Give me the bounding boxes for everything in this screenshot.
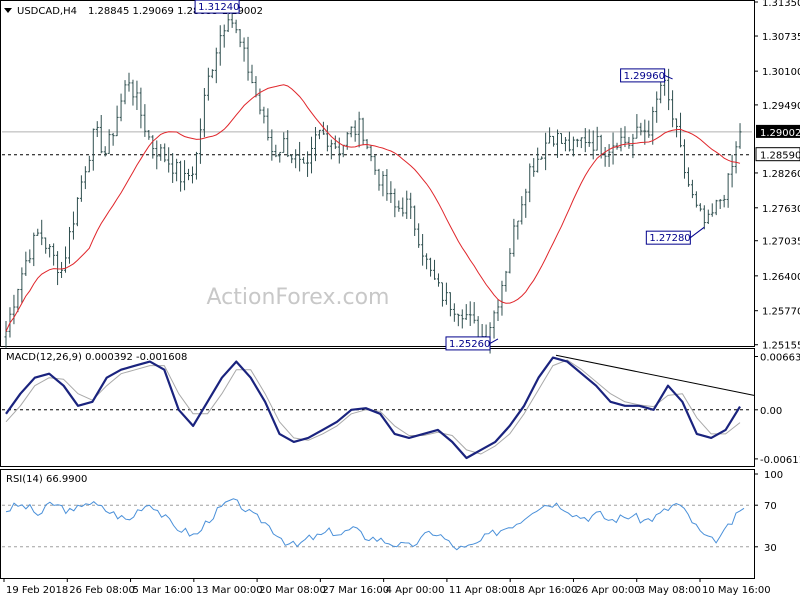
time-tick-label: 20 Mar 08:00	[259, 585, 326, 596]
time-tick-label: 4 Apr 00:00	[386, 585, 445, 596]
current-price-label: 1.29002	[760, 128, 800, 139]
time-tick-label: 26 Feb 08:00	[69, 585, 135, 596]
price-annotation-leader	[664, 74, 673, 80]
price-annotations: 1.31240 1.25260 1.29960 1.27280	[194, 0, 705, 351]
price-candles	[4, 7, 742, 354]
macd-signal-line	[5, 359, 741, 455]
price-annotation-leader	[690, 226, 705, 239]
macd-tick-label: 0.006639	[760, 353, 800, 364]
rsi-indicator: 100 70 30	[2, 470, 783, 554]
price-panel-frame	[0, 0, 755, 347]
ohlc-label: 1.28845 1.29069 1.28835 1.29002	[88, 6, 263, 17]
price-y-axis: 1.31350 1.30735 1.30100 1.29490 1.28260 1.276…	[754, 0, 800, 352]
time-tick-label: 18 Apr 16:00	[512, 585, 577, 596]
time-tick-label: 19 Feb 2018	[6, 585, 68, 596]
macd-panel-frame	[0, 348, 755, 467]
price-annotation-label: 1.31240	[198, 2, 239, 13]
time-tick-label: 11 Apr 08:00	[449, 585, 514, 596]
time-tick-label: 13 Mar 00:00	[196, 585, 263, 596]
macd-tick-label: 0.00	[760, 406, 782, 417]
price-tick-label: 1.29490	[762, 101, 800, 112]
time-axis: 19 Feb 2018 26 Feb 08:005 Mar 16:00 13 Mar…	[3, 578, 771, 596]
price-tick-label: 1.30100	[762, 67, 800, 78]
macd-label: MACD(12,26,9) 0.000392 -0.001608	[6, 352, 187, 363]
price-annotation-label: 1.27280	[649, 233, 690, 244]
macd-main-line	[5, 356, 741, 460]
price-annotation-label: 1.29960	[624, 71, 665, 82]
price-tick-label: 1.26400	[762, 272, 800, 283]
price-annotation-leader	[489, 338, 499, 344]
watermark: ActionForex.com	[207, 285, 390, 310]
rsi-panel-frame	[0, 469, 755, 579]
time-tick-label: 26 Apr 00:00	[575, 585, 640, 596]
macd-tick-label: -0.006114	[760, 455, 800, 466]
current-price-box	[756, 124, 800, 138]
price-tick-label: 1.25770	[762, 307, 800, 318]
price-tick-label: 1.31350	[762, 0, 800, 9]
reference-level-label: 1.28590	[760, 151, 800, 162]
price-annotation-leader	[238, 6, 241, 9]
time-tick-label: 27 Mar 16:00	[322, 585, 389, 596]
sma-line	[5, 84, 741, 332]
symbol-label: USDCAD,H4	[17, 6, 77, 17]
rsi-tick-label: 30	[764, 543, 777, 554]
price-annotation-label: 1.25260	[449, 339, 490, 350]
price-tick-label: 1.27035	[762, 237, 800, 248]
price-tick-label: 1.25155	[762, 341, 800, 352]
time-tick-label: 5 Mar 16:00	[133, 585, 193, 596]
price-tick-label: 1.27630	[762, 204, 800, 215]
triangle-down-icon[interactable]	[4, 8, 12, 13]
rsi-line	[5, 498, 745, 551]
macd-indicator: 0.006639 0.00 -0.006114	[2, 353, 800, 466]
rsi-label: RSI(14) 66.9900	[6, 474, 87, 485]
time-tick-label: 10 May 16:00	[702, 585, 771, 596]
macd-trendline	[555, 354, 755, 396]
price-reference-lines	[2, 131, 752, 156]
rsi-tick-label: 70	[764, 501, 777, 512]
price-tick-label: 1.30735	[762, 32, 800, 43]
price-tick-label: 1.28260	[762, 169, 800, 180]
reference-level-box	[755, 147, 800, 162]
moving-average	[5, 84, 741, 332]
rsi-tick-label: 100	[764, 470, 783, 481]
time-tick-label: 3 May 08:00	[639, 585, 701, 596]
